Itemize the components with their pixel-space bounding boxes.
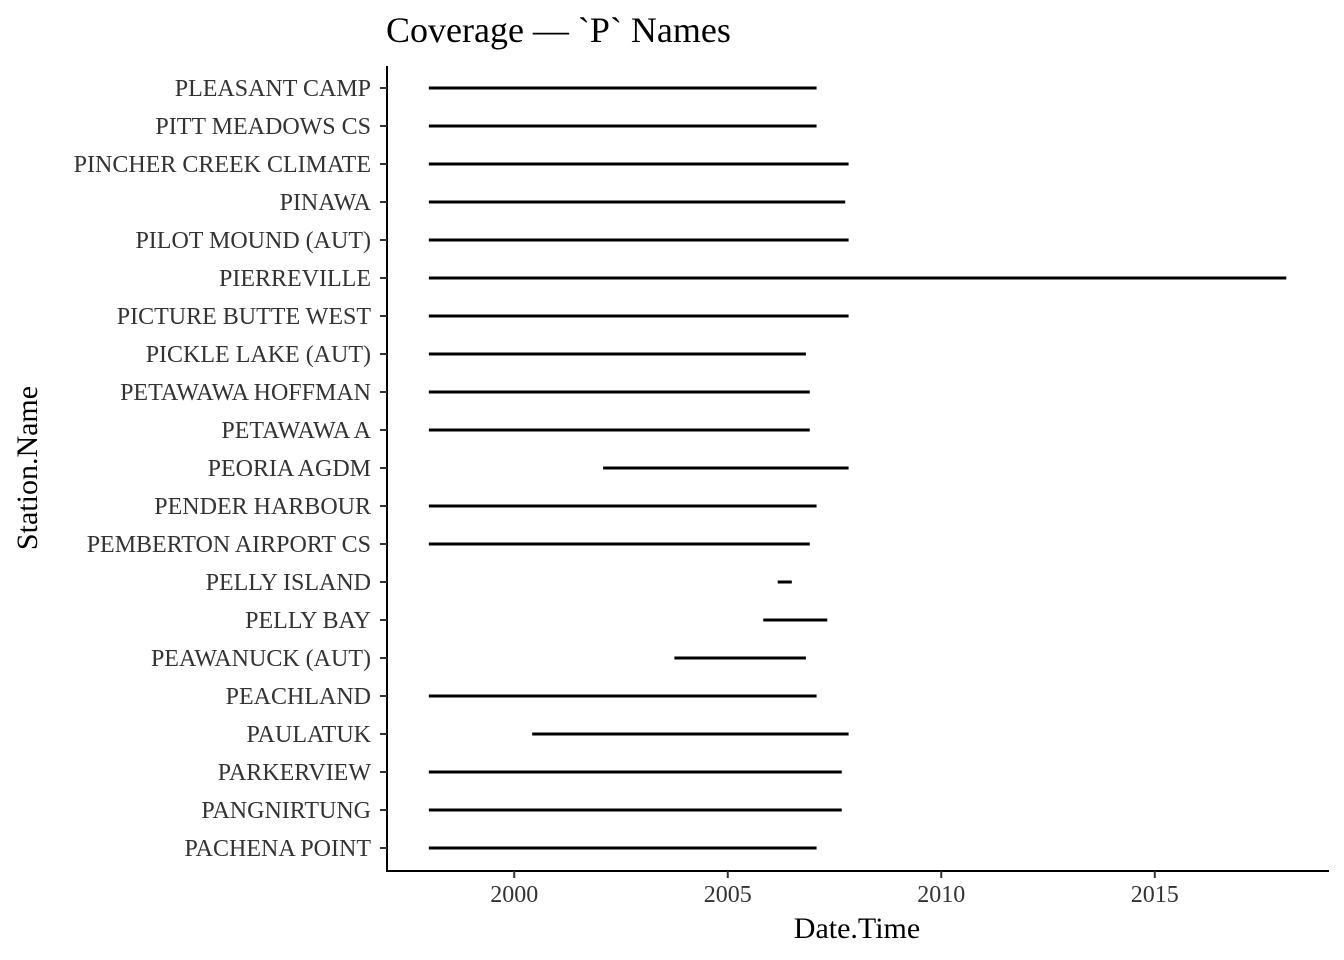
x-tick-label: 2005 xyxy=(704,882,752,908)
y-tick-label: PEORIA AGDM xyxy=(208,456,371,482)
y-tick-label: PITT MEADOWS CS xyxy=(155,114,371,140)
y-tick-label: PAULATUK xyxy=(247,722,372,748)
y-tick-label: PINCHER CREEK CLIMATE xyxy=(74,152,371,178)
chart-title: Coverage — `P` Names xyxy=(386,10,731,50)
y-tick-label: PILOT MOUND (AUT) xyxy=(135,228,371,254)
y-tick-label: PEAWANUCK (AUT) xyxy=(151,646,371,672)
coverage-segments xyxy=(428,86,1287,850)
x-axis-ticks: 2000 2005 2010 2015 xyxy=(490,871,1179,908)
y-tick-label: PICKLE LAKE (AUT) xyxy=(146,342,371,368)
y-tick-label: PACHENA POINT xyxy=(185,836,372,862)
y-tick-label: PENDER HARBOUR xyxy=(154,494,371,520)
y-tick-label: PETAWAWA HOFFMAN xyxy=(120,380,371,406)
y-tick-label: PELLY BAY xyxy=(245,608,371,634)
x-tick-label: 2015 xyxy=(1131,882,1179,908)
y-tick-label: PETAWAWA A xyxy=(221,418,371,444)
y-tick-label: PEACHLAND xyxy=(226,684,371,710)
y-tick-label: PIERREVILLE xyxy=(219,266,371,292)
x-tick-label: 2000 xyxy=(490,882,538,908)
y-axis-title: Station.Name xyxy=(11,386,44,550)
y-tick-label: PEMBERTON AIRPORT CS xyxy=(87,532,371,558)
plot-area: PACHENA POINT PANGNIRTUNG PARKERVIEW PAULAT… xyxy=(74,66,1329,908)
x-axis-title: Date.Time xyxy=(794,912,920,945)
y-tick-label: PARKERVIEW xyxy=(218,760,372,786)
y-axis-ticks: PACHENA POINT PANGNIRTUNG PARKERVIEW PAULAT… xyxy=(74,76,387,862)
y-tick-label: PELLY ISLAND xyxy=(206,570,371,596)
y-tick-label: PANGNIRTUNG xyxy=(201,798,371,824)
y-tick-label: PLEASANT CAMP xyxy=(175,76,371,102)
y-tick-label: PINAWA xyxy=(280,190,372,216)
y-tick-label: PICTURE BUTTE WEST xyxy=(117,304,372,330)
x-tick-label: 2010 xyxy=(917,882,965,908)
